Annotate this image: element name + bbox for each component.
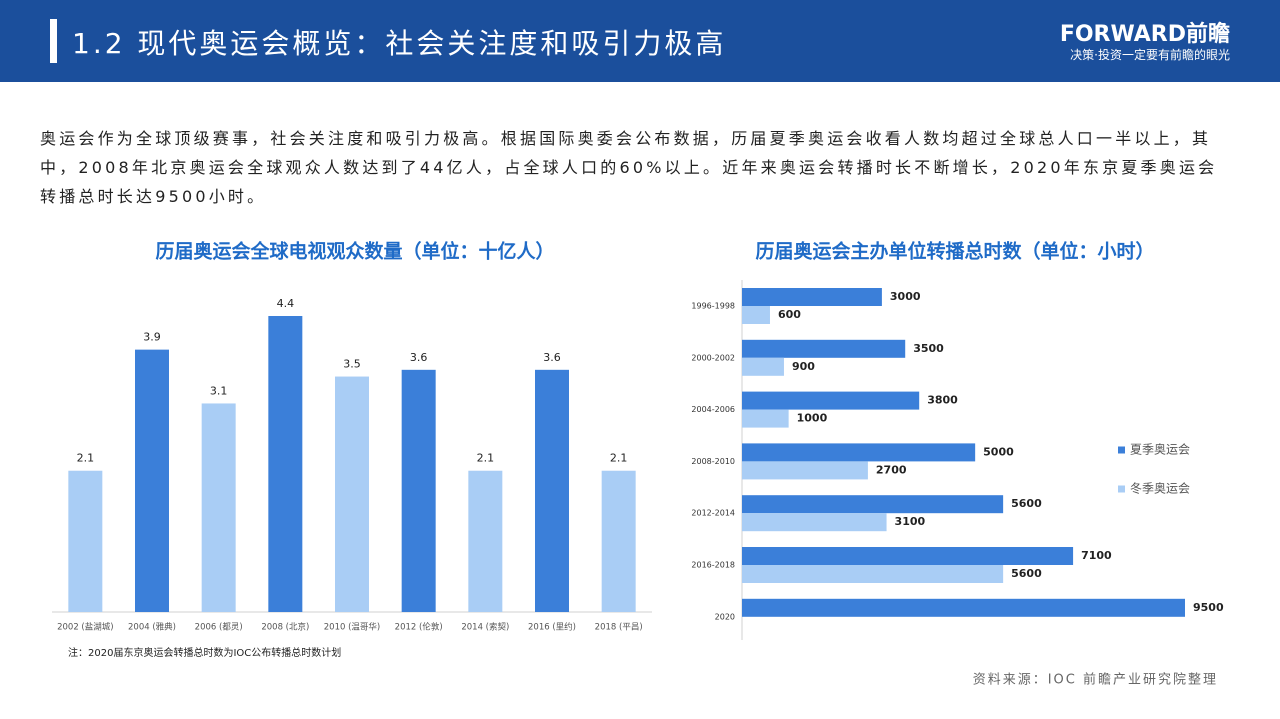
note: 注：2020届东京奥运会转播总时数为IOC公布转播总时数计划 xyxy=(68,646,341,659)
bar xyxy=(742,409,789,428)
data-label: 3500 xyxy=(913,342,944,355)
data-label: 5600 xyxy=(1011,497,1042,510)
data-label: 2.1 xyxy=(477,452,495,465)
y-tick-label: 1996-1998 xyxy=(691,302,735,311)
bar xyxy=(401,369,436,612)
page-title: 1.2 现代奥运会概览：社会关注度和吸引力极高 xyxy=(72,27,727,60)
header: 1.2 现代奥运会概览：社会关注度和吸引力极高 FORWARD前瞻 决策·投资一… xyxy=(0,0,1280,82)
data-label: 3000 xyxy=(890,290,921,303)
x-tick-label: 2008 (北京) xyxy=(261,622,309,633)
chart-title: 历届奥运会主办单位转播总时数（单位：小时） xyxy=(755,240,1154,263)
y-tick-label: 2012-2014 xyxy=(691,509,735,518)
legend-label: 夏季奥运会 xyxy=(1130,443,1190,457)
data-label: 2700 xyxy=(876,463,907,476)
bar xyxy=(135,349,169,612)
bar xyxy=(742,547,1074,565)
bar xyxy=(742,598,1185,617)
x-tick-label: 2006 (都灵) xyxy=(195,623,243,633)
data-label: 3800 xyxy=(927,394,958,407)
data-label: 7100 xyxy=(1081,549,1112,562)
bar xyxy=(742,391,920,410)
data-label: 2.1 xyxy=(610,452,628,465)
bar xyxy=(268,316,303,612)
body-text: 奥运会作为全球顶级赛事，社会关注度和吸引力极高。根据国际奥委会公布数据，历届夏季… xyxy=(40,129,1218,206)
y-tick-label: 2016-2018 xyxy=(691,561,735,570)
bar xyxy=(742,357,784,376)
header-accent xyxy=(50,19,57,63)
x-tick-label: 2014 (索契) xyxy=(461,622,509,633)
data-label: 3.1 xyxy=(210,384,228,397)
data-label: 3.5 xyxy=(343,358,361,371)
bar xyxy=(742,339,906,358)
bar xyxy=(742,565,1004,583)
data-label: 4.4 xyxy=(277,297,295,310)
x-tick-label: 2004 (雅典) xyxy=(128,622,176,633)
data-label: 1000 xyxy=(797,412,828,425)
bar xyxy=(742,288,882,306)
bar xyxy=(742,461,868,480)
data-label: 5600 xyxy=(1011,567,1042,580)
legend-swatch xyxy=(1118,446,1125,454)
y-tick-label: 2004-2006 xyxy=(691,405,735,414)
data-label: 3.6 xyxy=(410,351,428,364)
legend-swatch xyxy=(1118,485,1125,493)
x-tick-label: 2016 (里约) xyxy=(528,622,576,633)
bar xyxy=(335,376,369,612)
bar xyxy=(742,513,887,532)
bar xyxy=(201,403,236,612)
data-label: 3.9 xyxy=(143,331,161,344)
bar xyxy=(601,470,636,612)
data-label: 900 xyxy=(792,360,815,373)
data-label: 9500 xyxy=(1193,601,1224,614)
source: 资料来源：IOC 前瞻产业研究院整理 xyxy=(973,672,1218,688)
bar xyxy=(68,470,103,612)
y-tick-label: 2020 xyxy=(715,612,735,621)
x-tick-label: 2012 (伦敦) xyxy=(395,622,443,633)
bar xyxy=(468,470,503,612)
data-label: 2.1 xyxy=(77,452,95,465)
chart-title: 历届奥运会全球电视观众数量（单位：十亿人） xyxy=(155,240,554,263)
y-tick-label: 2000-2002 xyxy=(691,353,735,362)
data-label: 600 xyxy=(778,308,801,321)
data-label: 5000 xyxy=(983,445,1014,458)
slogan: 决策·投资一定要有前瞻的眼光 xyxy=(1070,48,1230,62)
bar xyxy=(535,369,569,612)
data-label: 3100 xyxy=(895,515,926,528)
x-tick-label: 2010 (温哥华) xyxy=(324,622,380,633)
data-label: 3.6 xyxy=(543,351,561,364)
bar xyxy=(742,443,976,462)
logo: FORWARD前瞻 xyxy=(1059,22,1230,47)
x-tick-label: 2002 (盐湖城) xyxy=(57,622,113,633)
bar xyxy=(742,306,770,324)
legend-label: 冬季奥运会 xyxy=(1130,481,1190,496)
y-tick-label: 2008-2010 xyxy=(691,457,735,466)
bar xyxy=(742,495,1004,514)
x-tick-label: 2018 (平昌) xyxy=(595,623,643,633)
